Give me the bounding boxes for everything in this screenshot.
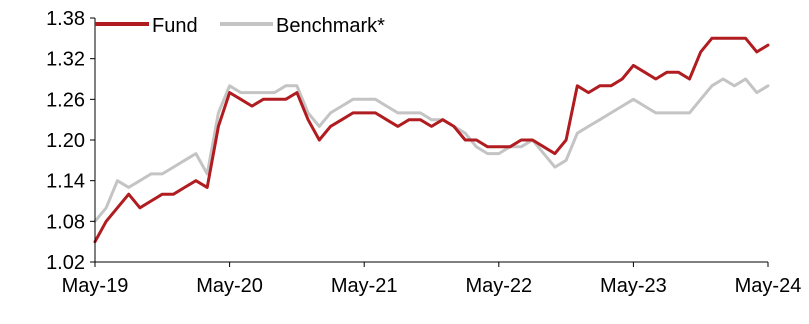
x-tick-label: May-24 (735, 275, 802, 297)
x-tick-label: May-20 (196, 275, 263, 297)
y-tick-label: 1.38 (46, 8, 85, 30)
series-line-fund (93, 36, 770, 244)
legend: Fund Benchmark* (95, 15, 385, 37)
y-tick-label: 1.26 (46, 89, 85, 111)
legend-label-benchmark: Benchmark* (276, 15, 385, 37)
series-line-benchmark (93, 77, 770, 223)
y-tick-label: 1.02 (46, 252, 85, 274)
y-tick-label: 1.14 (46, 171, 85, 193)
legend-label-fund: Fund (152, 15, 198, 37)
axes: 1.02 1.08 1.14 1.20 1.26 1.32 1.38 May-19 May-20… (46, 8, 801, 297)
x-tick-label: May-19 (62, 275, 129, 297)
plot-area (93, 36, 770, 244)
y-tick-label: 1.32 (46, 49, 85, 71)
x-tick-label: May-22 (465, 275, 532, 297)
y-tick-label: 1.08 (46, 211, 85, 233)
x-tick-label: May-21 (331, 275, 398, 297)
x-tick-label: May-23 (600, 275, 667, 297)
y-tick-label: 1.20 (46, 130, 85, 152)
